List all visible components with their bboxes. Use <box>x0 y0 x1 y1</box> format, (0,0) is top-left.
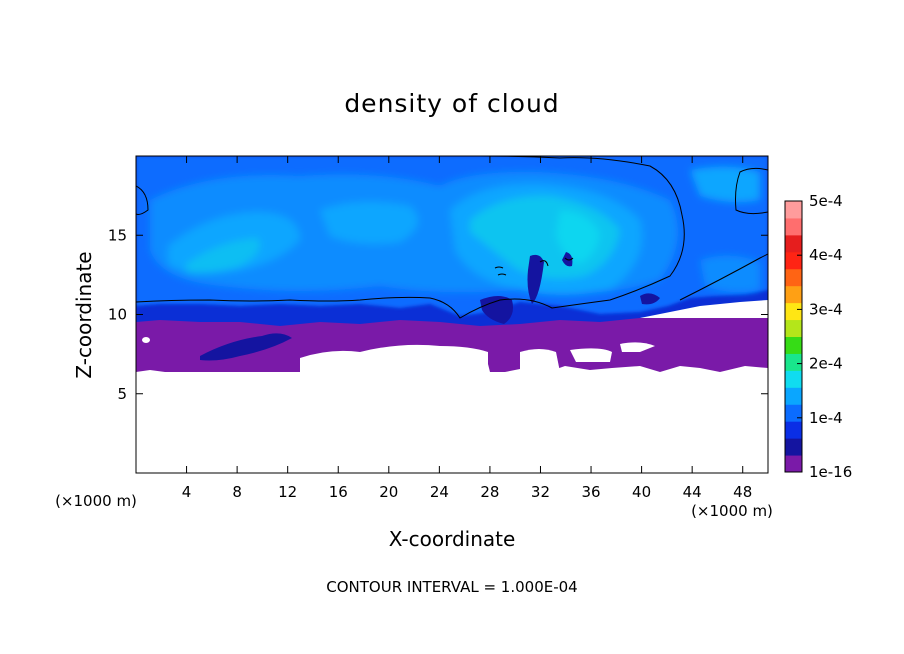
colorbar-frame <box>784 200 803 473</box>
colorbar-tick-label: 2e-4 <box>809 355 843 373</box>
contour-interval-note: CONTOUR INTERVAL = 1.000E-04 <box>326 578 577 596</box>
y-axis: 5 10 15 <box>108 226 768 403</box>
colorbar-tick-label: 1e-16 <box>809 463 852 481</box>
colorbar-swatch <box>785 302 802 321</box>
cloud-gaps <box>142 337 655 372</box>
contour-lines <box>136 156 768 319</box>
y-tick-label: 5 <box>117 385 127 403</box>
cloud-interior <box>150 166 760 295</box>
x-tick-label: 28 <box>480 483 499 501</box>
colorbar-swatch <box>785 285 802 304</box>
x-tick-label: 48 <box>733 483 752 501</box>
x-tick-label: 16 <box>329 483 348 501</box>
x-tick-label: 4 <box>182 483 192 501</box>
x-unit-right: (×1000 m) <box>691 502 773 520</box>
x-axis-label: X-coordinate <box>389 527 516 551</box>
colorbar-swatch <box>785 404 802 422</box>
colorbar-swatch <box>785 353 802 371</box>
x-tick-label: 24 <box>430 483 449 501</box>
colorbar-swatch <box>785 387 802 405</box>
colorbar-swatch <box>785 455 802 473</box>
y-axis-label: Z-coordinate <box>72 251 96 378</box>
colorbar-swatch <box>785 438 802 456</box>
colorbar-swatch <box>785 251 802 270</box>
x-tick-label: 44 <box>683 483 702 501</box>
colorbar: 1e-16 1e-4 2e-4 3e-4 4e-4 5e-4 <box>784 192 852 481</box>
colorbar-swatch <box>785 217 802 236</box>
colorbar-swatch <box>785 370 802 388</box>
x-tick-label: 32 <box>531 483 550 501</box>
colorbar-swatch <box>785 201 802 219</box>
colorbar-tick-label: 1e-4 <box>809 409 843 427</box>
colorbar-swatch <box>785 234 802 253</box>
y-tick-label: 15 <box>108 226 127 244</box>
colorbar-tick-label: 4e-4 <box>809 246 843 264</box>
x-tick-label: 20 <box>379 483 398 501</box>
plot-area <box>136 156 768 473</box>
x-unit-left: (×1000 m) <box>55 492 137 510</box>
x-tick-label: 12 <box>278 483 297 501</box>
chart-title: density of cloud <box>344 89 559 118</box>
y-tick-label: 10 <box>108 306 127 324</box>
colorbar-swatch <box>785 268 802 287</box>
colorbar-swatch <box>785 421 802 439</box>
x-tick-label: 40 <box>632 483 651 501</box>
colorbar-swatch <box>785 319 802 337</box>
colorbar-swatch <box>785 336 802 354</box>
colorbar-tick-label: 3e-4 <box>809 300 843 318</box>
x-tick-label: 36 <box>581 483 600 501</box>
x-axis: 4 8 12 16 20 24 28 32 36 40 44 48 <box>182 156 752 501</box>
x-tick-label: 8 <box>232 483 242 501</box>
colorbar-tick-label: 5e-4 <box>809 192 843 210</box>
